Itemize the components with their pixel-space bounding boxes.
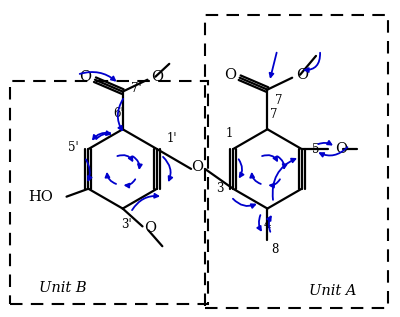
Text: 4: 4 [264, 218, 271, 231]
Text: O: O [336, 142, 348, 156]
Text: 5: 5 [312, 143, 319, 156]
Bar [10, 81, 208, 304]
Text: 1': 1' [167, 132, 178, 145]
Text: O: O [191, 160, 203, 174]
Text: 5': 5' [68, 141, 78, 154]
Text: Unit A: Unit A [309, 284, 356, 298]
Text: O: O [79, 70, 91, 84]
Text: O: O [296, 68, 308, 82]
Text: Unit B: Unit B [40, 281, 87, 295]
Text: 7: 7 [275, 94, 283, 107]
Text: O: O [144, 221, 156, 236]
Text: O: O [224, 68, 236, 82]
Bar [205, 15, 388, 308]
Text: 7': 7' [131, 82, 141, 95]
Text: 7: 7 [270, 108, 278, 121]
Text: 3': 3' [121, 218, 132, 231]
Text: 8: 8 [271, 243, 279, 256]
Text: 6': 6' [114, 107, 124, 120]
Text: 1: 1 [226, 127, 233, 140]
Text: 3: 3 [216, 182, 223, 195]
Text: HO: HO [28, 190, 53, 204]
Text: O: O [151, 70, 164, 84]
